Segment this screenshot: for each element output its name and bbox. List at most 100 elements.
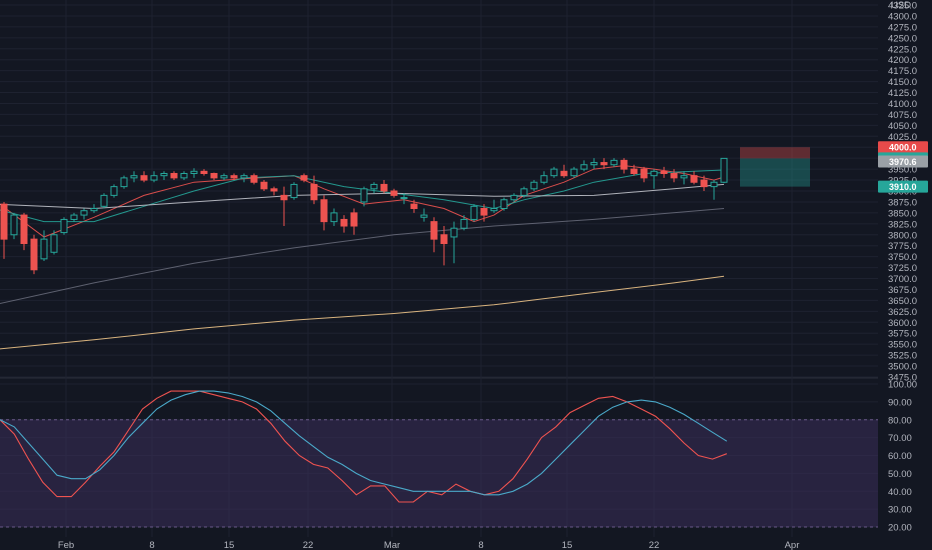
price-tick-label: 3550.0: [888, 340, 917, 351]
osc-tick-label: 60.00: [888, 451, 912, 462]
candle-body: [300, 175, 308, 181]
candle-body: [380, 183, 388, 192]
bearish-candle: [230, 173, 238, 181]
candle-body: [360, 188, 368, 203]
bearish-candle: [140, 171, 148, 183]
price-tag-ma: [878, 155, 928, 168]
candle-body: [390, 190, 398, 196]
candle-body: [120, 177, 128, 188]
price-axis-background: [878, 0, 932, 550]
bullish-candle: [650, 169, 658, 189]
price-tick-label: 3725.0: [888, 263, 917, 274]
bearish-candle: [670, 169, 678, 183]
candle-body: [150, 175, 158, 181]
price-axis[interactable]: USD 4325.04300.04275.04250.04225.04200.0…: [878, 0, 932, 550]
candle-body: [270, 188, 278, 192]
price-tick-label: 3650.0: [888, 296, 917, 307]
candle-body: [60, 218, 68, 234]
bearish-candle: [410, 199, 418, 213]
candle-body: [130, 175, 138, 179]
candle-body: [570, 168, 578, 177]
candle-body: [290, 183, 298, 199]
bullish-candle: [60, 217, 68, 235]
bullish-candle: [460, 215, 468, 231]
bullish-candle: [360, 186, 368, 207]
price-tick-label: 3675.0: [888, 285, 917, 296]
bearish-candle: [390, 188, 398, 198]
time-axis[interactable]: Feb 8 15 22 Mar 8 15 22 Apr: [58, 540, 800, 550]
time-label: 15: [224, 540, 235, 550]
stochastic-oscillator: [0, 390, 728, 503]
stochastic-band: [0, 419, 878, 528]
bullish-candle: [130, 171, 138, 183]
price-tick-label: 4025.0: [888, 132, 917, 143]
candle-body: [440, 234, 448, 245]
candle-body: [280, 194, 288, 201]
price-tick-label: 3575.0: [888, 329, 917, 340]
price-tick-label: 3475.0: [888, 373, 917, 384]
bullish-candle: [290, 182, 298, 200]
candle-body: [610, 159, 618, 166]
bullish-candle: [530, 180, 538, 191]
price-tick-label: 4150.0: [888, 77, 917, 88]
bearish-candle: [690, 171, 698, 185]
bearish-candle: [700, 175, 708, 191]
bullish-candle: [50, 230, 58, 255]
price-tick-label: 3525.0: [888, 351, 917, 362]
bullish-candle: [120, 175, 128, 189]
bullish-candle: [330, 208, 338, 227]
candle-body: [260, 181, 268, 190]
currency-label: USD: [891, 0, 911, 11]
candle-body: [10, 214, 18, 236]
candlestick-series[interactable]: [0, 157, 728, 275]
bullish-candle: [610, 158, 618, 167]
bullish-candle: [520, 186, 528, 198]
candle-body: [720, 157, 728, 183]
candle-body: [320, 199, 328, 223]
candle-body: [200, 170, 208, 174]
time-label: 22: [303, 540, 314, 550]
position-tool[interactable]: [740, 147, 810, 187]
osc-tick-label: 90.00: [888, 397, 912, 408]
price-tick-label: 3700.0: [888, 274, 917, 285]
candle-body: [660, 170, 668, 174]
candle-body: [690, 175, 698, 183]
candle-body: [310, 183, 318, 201]
candle-body: [170, 172, 178, 179]
candle-body: [640, 168, 648, 179]
candle-body: [160, 172, 168, 177]
price-tick-label: 4200.0: [888, 55, 917, 66]
candle-body: [20, 214, 28, 245]
price-tag-label: 3970.6: [889, 157, 917, 167]
time-label: 8: [149, 540, 154, 550]
bearish-candle: [560, 164, 568, 178]
price-tick-label: 4125.0: [888, 88, 917, 99]
candle-body: [370, 183, 378, 190]
bearish-candle: [200, 169, 208, 176]
candle-body: [110, 186, 118, 196]
bullish-candle: [490, 199, 498, 213]
bearish-candle: [310, 175, 318, 205]
bullish-candle: [220, 173, 228, 181]
bearish-candle: [270, 186, 278, 196]
price-tick-label: 3500.0: [888, 362, 917, 373]
candle-body: [420, 214, 428, 218]
price-tick-label: 4325.0: [888, 1, 917, 12]
price-tick-label: 3825.0: [888, 219, 917, 230]
candle-body: [90, 208, 98, 212]
candle-body: [40, 238, 48, 260]
bearish-candle: [640, 166, 648, 183]
candle-body: [510, 194, 518, 201]
bearish-candle: [430, 217, 438, 253]
bearish-candle: [300, 173, 308, 183]
candle-body: [240, 175, 248, 179]
bullish-candle: [470, 204, 478, 222]
candle-body: [530, 181, 538, 190]
bearish-candle: [630, 164, 638, 176]
candle-body: [470, 205, 478, 220]
candle-body: [600, 162, 608, 166]
osc-tick-label: 20.00: [888, 523, 912, 534]
candle-body: [250, 175, 258, 183]
